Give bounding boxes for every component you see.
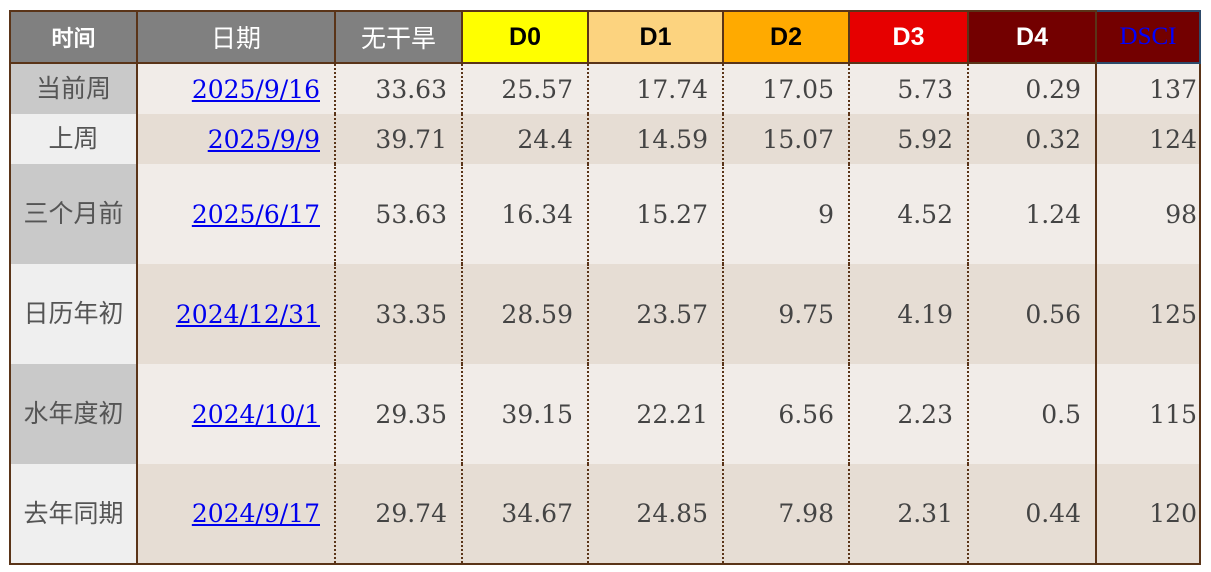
d0-cell: 28.59 <box>461 264 588 364</box>
d3-cell: 2.23 <box>848 364 968 464</box>
table-row: 日历年初 2024/12/31 33.35 28.59 23.57 9.75 4.19 0.5… <box>10 264 1200 364</box>
none-cell: 53.63 <box>334 164 462 264</box>
period-cell: 日历年初 <box>10 264 138 364</box>
d3-cell: 2.31 <box>848 464 968 564</box>
none-cell: 33.35 <box>334 264 462 364</box>
header-d1: D1 <box>587 10 724 64</box>
header-none: 无干旱 <box>334 10 463 64</box>
table-row: 三个月前 2025/6/17 53.63 16.34 15.27 9 4.52 1.24 98 <box>10 164 1200 264</box>
d4-cell: 0.29 <box>967 63 1096 114</box>
d1-cell: 14.59 <box>587 114 723 164</box>
date-link[interactable]: 2024/12/31 <box>175 299 320 329</box>
d0-cell: 25.57 <box>461 63 588 114</box>
d0-cell: 39.15 <box>461 364 588 464</box>
dsci-cell: 137 <box>1095 63 1200 114</box>
dsci-cell: 115 <box>1095 364 1200 464</box>
none-cell: 29.35 <box>334 364 462 464</box>
d0-cell: 24.4 <box>461 114 588 164</box>
table-row: 上周 2025/9/9 39.71 24.4 14.59 15.07 5.92 0.32 124 <box>10 114 1200 164</box>
header-date: 日期 <box>136 10 336 64</box>
d4-cell: 0.44 <box>967 464 1096 564</box>
header-d3: D3 <box>848 10 969 64</box>
d4-cell: 0.32 <box>967 114 1096 164</box>
period-cell: 水年度初 <box>10 364 138 464</box>
d4-cell: 1.24 <box>967 164 1096 264</box>
drought-monitor-table: 时间 日期 无干旱 D0 D1 D2 D3 D4 DSCI 当前周 2025/9/… <box>9 10 1201 565</box>
table-row: 去年同期 2024/9/17 29.74 34.67 24.85 7.98 2.31 0.44… <box>10 464 1200 564</box>
date-link[interactable]: 2025/9/16 <box>191 74 320 104</box>
d2-cell: 15.07 <box>722 114 849 164</box>
d1-cell: 24.85 <box>587 464 723 564</box>
date-cell: 2025/9/16 <box>137 63 335 114</box>
period-cell: 三个月前 <box>10 164 138 264</box>
table-row: 当前周 2025/9/16 33.63 25.57 17.74 17.05 5.73 0.29… <box>10 63 1200 114</box>
d1-cell: 17.74 <box>587 63 723 114</box>
d3-cell: 4.52 <box>848 164 968 264</box>
none-cell: 39.71 <box>334 114 462 164</box>
d2-cell: 9.75 <box>722 264 849 364</box>
date-cell: 2024/9/17 <box>137 464 335 564</box>
none-cell: 33.63 <box>334 63 462 114</box>
date-link[interactable]: 2025/9/9 <box>207 124 320 154</box>
d1-cell: 22.21 <box>587 364 723 464</box>
none-cell: 29.74 <box>334 464 462 564</box>
date-link[interactable]: 2024/9/17 <box>191 499 320 528</box>
d4-cell: 0.56 <box>967 264 1096 364</box>
header-d2: D2 <box>722 10 850 64</box>
date-cell: 2025/6/17 <box>137 164 335 264</box>
d0-cell: 34.67 <box>461 464 588 564</box>
d3-cell: 4.19 <box>848 264 968 364</box>
header-d4: D4 <box>967 10 1097 64</box>
d2-cell: 7.98 <box>722 464 849 564</box>
date-cell: 2024/10/1 <box>137 364 335 464</box>
table-row: 水年度初 2024/10/1 29.35 39.15 22.21 6.56 2.23 0.5 1… <box>10 364 1200 464</box>
header-dsci: DSCI <box>1095 10 1201 64</box>
d2-cell: 17.05 <box>722 63 849 114</box>
d1-cell: 23.57 <box>587 264 723 364</box>
d2-cell: 9 <box>722 164 849 264</box>
dsci-cell: 98 <box>1095 164 1200 264</box>
period-cell: 去年同期 <box>10 464 138 564</box>
d3-cell: 5.92 <box>848 114 968 164</box>
dsci-cell: 125 <box>1095 264 1200 364</box>
dsci-cell: 120 <box>1095 464 1200 564</box>
d2-cell: 6.56 <box>722 364 849 464</box>
d4-cell: 0.5 <box>967 364 1096 464</box>
d3-cell: 5.73 <box>848 63 968 114</box>
d1-cell: 15.27 <box>587 164 723 264</box>
d0-cell: 16.34 <box>461 164 588 264</box>
header-d0: D0 <box>461 10 589 64</box>
header-time: 时间 <box>9 10 138 64</box>
date-cell: 2024/12/31 <box>137 264 335 364</box>
date-link[interactable]: 2025/6/17 <box>191 199 320 229</box>
dsci-cell: 124 <box>1095 114 1200 164</box>
period-cell: 上周 <box>10 114 138 164</box>
period-cell: 当前周 <box>10 63 138 114</box>
date-link[interactable]: 2024/10/1 <box>191 399 320 429</box>
date-cell: 2025/9/9 <box>137 114 335 164</box>
